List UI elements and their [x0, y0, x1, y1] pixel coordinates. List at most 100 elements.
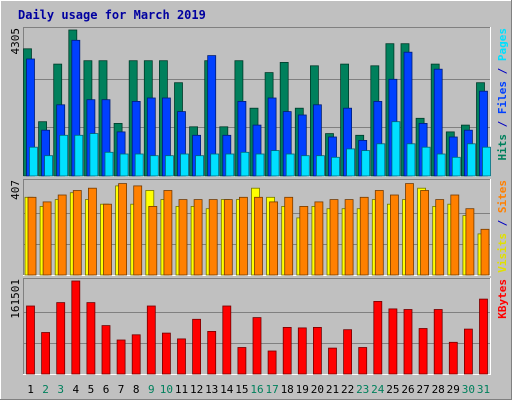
bar-pages-day-31 — [482, 146, 491, 177]
legend-hits-part-3: / — [496, 61, 509, 81]
bar-kbytes-day-7 — [116, 339, 126, 375]
bar-pages-day-29 — [451, 156, 461, 177]
x-tick-label-day-28: 28 — [432, 383, 445, 396]
bar-pages-day-20 — [315, 155, 325, 177]
bar-sites-day-21 — [329, 199, 339, 276]
x-axis-day-labels: 1 2 3 4 5 6 7 8 9 10 11 12 13 14 15 16 17 18 19 20 21 22 23 24 2… — [27, 383, 490, 396]
bar-sites-day-19 — [299, 205, 309, 276]
bar-pages-day-16 — [255, 153, 265, 177]
x-tick-label-day-29: 29 — [447, 383, 460, 396]
bar-pages-day-28 — [436, 153, 446, 177]
x-tick-label-day-6: 6 — [103, 383, 110, 396]
bar-sites-day-25 — [389, 194, 399, 276]
bar-pages-day-22 — [346, 148, 356, 177]
legend-visits-part-2: Sites — [496, 180, 509, 213]
bar-pages-day-8 — [134, 153, 144, 177]
bar-kbytes-day-10 — [161, 332, 171, 375]
bar-kbytes-day-1 — [26, 305, 35, 375]
bar-pages-day-5 — [89, 133, 99, 177]
bar-sites-day-26 — [405, 183, 414, 276]
bar-kbytes-day-18 — [282, 326, 292, 375]
x-tick-label-day-4: 4 — [72, 383, 79, 396]
bar-pages-day-23 — [361, 150, 371, 177]
bar-pages-day-25 — [391, 121, 401, 177]
bar-kbytes-day-8 — [131, 334, 141, 375]
bar-pages-day-15 — [240, 151, 250, 177]
bar-sites-day-5 — [88, 187, 97, 276]
bar-kbytes-day-19 — [297, 327, 307, 375]
x-tick-label-day-27: 27 — [416, 383, 429, 396]
x-tick-label-day-5: 5 — [88, 383, 95, 396]
x-tick-label-day-23: 23 — [356, 383, 369, 396]
x-tick-label-day-16: 16 — [250, 383, 263, 396]
series-sites — [27, 183, 490, 276]
bar-sites-day-17 — [269, 201, 279, 276]
panel-kbytes-legend: KBytes — [496, 279, 509, 319]
bar-pages-day-11 — [180, 153, 189, 177]
bar-sites-day-10 — [163, 190, 173, 276]
x-tick-label-day-19: 19 — [296, 383, 309, 396]
x-tick-label-day-21: 21 — [326, 383, 339, 396]
x-tick-label-day-30: 30 — [462, 383, 475, 396]
bar-sites-day-9 — [148, 205, 158, 276]
bar-pages-day-21 — [331, 156, 340, 177]
panel-hits: 4305 Hits / Files / Pages — [9, 27, 509, 177]
bar-pages-day-19 — [300, 155, 310, 177]
bar-sites-day-4 — [72, 190, 82, 276]
bar-kbytes-day-22 — [343, 329, 353, 375]
bar-sites-day-27 — [420, 190, 430, 276]
bar-kbytes-day-26 — [403, 309, 413, 375]
bar-pages-day-30 — [466, 143, 476, 177]
bar-pages-day-27 — [421, 146, 431, 177]
bar-kbytes-day-29 — [448, 341, 458, 375]
bar-pages-day-7 — [119, 153, 129, 177]
bar-pages-day-18 — [285, 153, 295, 177]
x-tick-label-day-2: 2 — [42, 383, 49, 396]
bar-sites-day-29 — [450, 194, 460, 276]
bar-kbytes-day-9 — [146, 305, 156, 375]
bar-sites-day-2 — [42, 201, 52, 276]
bar-pages-day-13 — [210, 153, 220, 177]
bar-kbytes-day-27 — [418, 328, 428, 375]
bar-sites-day-28 — [435, 199, 445, 276]
x-tick-label-day-7: 7 — [118, 383, 125, 396]
bar-sites-day-11 — [178, 199, 188, 276]
bar-sites-day-20 — [314, 201, 324, 276]
bar-sites-day-15 — [238, 196, 248, 276]
bar-pages-day-2 — [44, 155, 53, 177]
panel-visits: 407 Visits / Sites — [9, 179, 509, 276]
bar-sites-day-18 — [284, 196, 294, 276]
bar-pages-day-1 — [29, 146, 38, 177]
bar-kbytes-day-23 — [358, 347, 368, 375]
legend-visits-part-1: / — [496, 213, 509, 233]
bar-kbytes-day-25 — [388, 308, 398, 375]
x-tick-label-day-13: 13 — [205, 383, 218, 396]
bar-pages-day-17 — [270, 150, 280, 177]
bar-kbytes-day-2 — [41, 332, 50, 375]
x-tick-label-day-9: 9 — [148, 383, 155, 396]
bar-kbytes-day-30 — [463, 328, 473, 375]
panel-visits-ymax-label: 407 — [9, 180, 22, 200]
bar-sites-day-14 — [223, 199, 233, 276]
panel-kbytes: 161501 KBytes — [9, 278, 509, 375]
bar-sites-day-16 — [254, 196, 263, 276]
x-tick-label-day-1: 1 — [27, 383, 34, 396]
legend-visits-part-0: Visits — [496, 233, 509, 273]
bar-pages-day-26 — [406, 143, 416, 177]
bar-sites-day-6 — [103, 203, 112, 276]
bar-kbytes-day-11 — [177, 338, 186, 375]
x-tick-label-day-8: 8 — [133, 383, 140, 396]
panel-visits-legend: Visits / Sites — [496, 180, 509, 273]
bar-sites-day-23 — [359, 196, 369, 276]
bar-kbytes-day-17 — [267, 350, 277, 375]
x-tick-label-day-18: 18 — [281, 383, 294, 396]
legend-hits-part-2: Files — [496, 81, 509, 114]
bar-sites-day-22 — [344, 199, 354, 276]
legend-kbytes-part-0: KBytes — [496, 279, 509, 319]
panel-kbytes-ymax-label: 161501 — [9, 279, 22, 319]
bar-pages-day-9 — [149, 155, 159, 177]
bar-kbytes-day-15 — [237, 347, 247, 375]
bar-pages-day-4 — [74, 134, 84, 177]
